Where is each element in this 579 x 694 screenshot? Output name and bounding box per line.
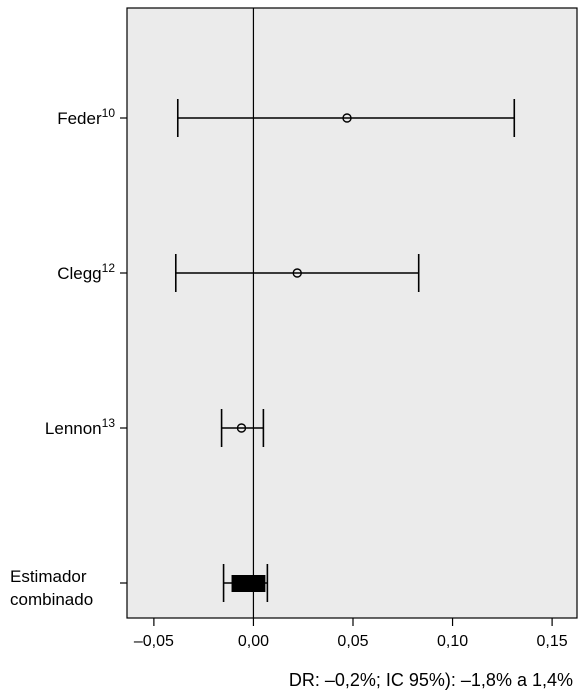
study-label: Lennon13 [45, 416, 115, 438]
point-estimate [236, 423, 247, 433]
combined-label-line2: combinado [10, 590, 93, 609]
combined-estimate-box [231, 575, 266, 592]
combined-label-line1: Estimador [10, 567, 87, 586]
study-name: Feder [57, 109, 102, 128]
study-ref: 13 [102, 416, 116, 430]
plot-panel [126, 7, 578, 619]
summary-caption: DR: –0,2%; IC 95%): –1,8% a 1,4% [289, 670, 573, 690]
study-ref: 12 [102, 261, 116, 275]
study-ref: 10 [102, 106, 116, 120]
point-estimate [342, 113, 352, 123]
x-tick-label: 0,05 [337, 633, 368, 650]
study-name: Lennon [45, 419, 102, 438]
point-estimate [292, 268, 302, 278]
x-tick-label: 0,15 [537, 633, 568, 650]
study-label: Feder10 [57, 106, 115, 128]
x-tick-label: 0,00 [238, 633, 269, 650]
study-name: Clegg [57, 264, 101, 283]
x-tick-label: –0,05 [134, 633, 174, 650]
study-label: Clegg12 [57, 261, 115, 283]
x-tick-label: 0,10 [437, 633, 468, 650]
